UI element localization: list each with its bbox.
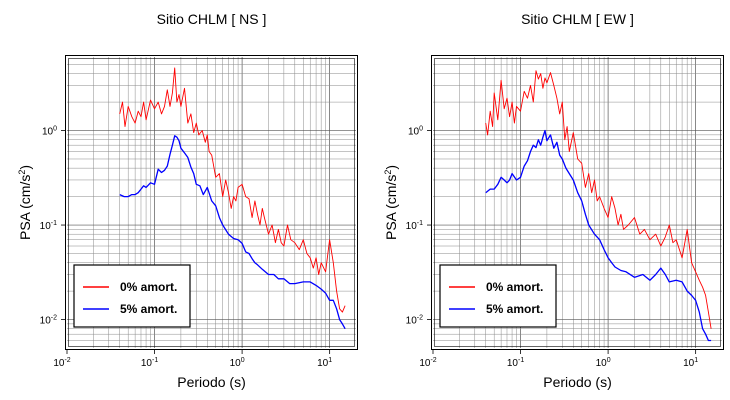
chart-title: Sitio CHLM [ EW ] [521,11,634,27]
y-tick-base: 10 [406,221,418,232]
series-line-0pct [119,67,346,313]
y-tick-exp: -2 [51,315,57,322]
plot-frame-outer [431,55,724,350]
x-tick-label: 10-2 [419,357,436,369]
x-tick-label: 10-1 [507,357,524,369]
y-tick-label: 10-2 [40,315,57,327]
y-axis-label-end: ) [17,165,33,170]
x-tick-base: 10 [596,358,608,369]
y-tick-label: 100 [42,126,57,138]
y-tick-exp: -2 [417,315,423,322]
y-tick-exp: -1 [51,220,57,227]
plot-frame-outer [65,55,358,350]
y-tick-label: 10-1 [40,220,57,232]
y-axis-label-main: PSA (cm/s [17,175,33,240]
x-tick-exp: -2 [64,357,70,364]
series-line-5pct [485,129,712,342]
y-tick-exp: 0 [419,126,423,133]
x-tick-base: 10 [683,358,695,369]
y-tick-label: 100 [408,126,423,138]
x-axis-label: Periodo (s) [543,374,611,390]
y-axis-label-end: ) [383,165,399,170]
y-tick-base: 10 [42,127,54,138]
plot-frame-inner [68,58,355,347]
plot-frame-inner [434,58,721,347]
x-tick-exp: 1 [328,357,332,364]
y-tick-exp: 0 [53,126,57,133]
y-tick-base: 10 [408,127,420,138]
chart-title: Sitio CHLM [ NS ] [157,11,267,27]
y-axis-label: PSA (cm/s2) [383,165,399,240]
legend-label-0pct: 0% amort. [120,280,177,294]
x-tick-exp: -2 [430,357,436,364]
x-tick-base: 10 [230,358,242,369]
y-tick-base: 10 [40,221,52,232]
y-axis-label: PSA (cm/s2) [17,165,33,240]
legend-label-0pct: 0% amort. [486,280,543,294]
x-tick-exp: 0 [241,357,245,364]
legend: 0% amort. 5% amort. [439,264,557,328]
x-tick-label: 100 [596,357,611,369]
y-axis-label-sup: 2 [383,170,393,175]
x-tick-label: 10-1 [141,357,158,369]
x-tick-label: 101 [317,357,332,369]
grid [433,57,722,348]
legend-box [73,264,191,328]
x-axis-label: Periodo (s) [177,374,245,390]
y-axis-label-main: PSA (cm/s [383,175,399,240]
series-line-5pct [119,135,346,330]
grid [67,57,356,348]
x-tick-base: 10 [317,358,329,369]
y-axis-label-sup: 2 [17,170,27,175]
x-tick-exp: -1 [152,357,158,364]
legend: 0% amort. 5% amort. [73,264,191,328]
x-tick-label: 100 [230,357,245,369]
x-tick-label: 10-2 [53,357,70,369]
series-line-0pct [485,70,712,329]
x-tick-base: 10 [53,358,65,369]
x-tick-exp: 1 [694,357,698,364]
legend-label-5pct: 5% amort. [486,302,543,316]
x-tick-exp: 0 [607,357,611,364]
x-tick-base: 10 [507,358,519,369]
x-tick-base: 10 [141,358,153,369]
legend-box [439,264,557,328]
legend-label-5pct: 5% amort. [120,302,177,316]
x-tick-base: 10 [419,358,431,369]
y-tick-exp: -1 [417,220,423,227]
y-tick-base: 10 [40,316,52,327]
x-tick-label: 101 [683,357,698,369]
y-tick-label: 10-2 [406,315,423,327]
y-tick-label: 10-1 [406,220,423,232]
x-tick-exp: -1 [518,357,524,364]
y-tick-base: 10 [406,316,418,327]
